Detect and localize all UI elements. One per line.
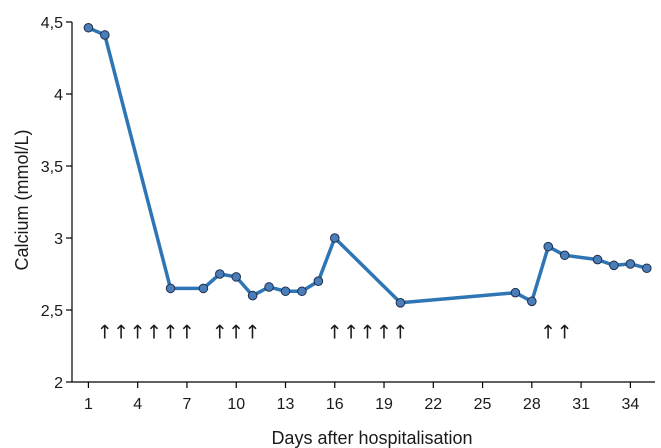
arrow-annotation: ↑ xyxy=(179,322,195,344)
y-tick-label: 4 xyxy=(54,87,63,104)
data-point xyxy=(510,287,521,298)
arrow-annotation: ↑ xyxy=(327,322,343,344)
x-tick-label: 13 xyxy=(277,396,295,413)
arrow-annotation: ↑ xyxy=(360,322,376,344)
data-point xyxy=(641,263,652,274)
arrow-annotation: ↑ xyxy=(146,322,162,344)
x-tick-label: 19 xyxy=(375,396,393,413)
treatment-arrows: ↑ ↑ ↑ ↑ ↑ ↑ ↑ ↑ ↑ ↑ ↑ ↑ ↑ ↑ ↑ ↑ xyxy=(97,322,573,344)
x-tick-label: 28 xyxy=(523,396,541,413)
data-point xyxy=(215,269,225,279)
series-line xyxy=(86,26,649,305)
arrow-annotation: ↑ xyxy=(245,322,261,344)
data-point xyxy=(165,283,176,294)
arrow-annotation: ↑ xyxy=(540,322,556,344)
x-tick-label: 34 xyxy=(621,396,639,413)
data-point xyxy=(329,233,340,243)
data-point xyxy=(83,22,94,33)
y-tick-label: 4,5 xyxy=(41,15,63,32)
x-tick-label: 22 xyxy=(424,396,442,413)
x-tick-label: 1 xyxy=(84,396,93,413)
data-point xyxy=(313,276,324,287)
data-point xyxy=(198,283,209,294)
data-point xyxy=(609,260,619,271)
data-point xyxy=(247,290,258,301)
y-tick-label: 2,5 xyxy=(41,303,63,320)
arrow-annotation: ↑ xyxy=(392,322,408,344)
x-tick-label: 7 xyxy=(183,396,192,413)
data-point xyxy=(395,298,406,308)
arrow-annotation: ↑ xyxy=(376,322,392,344)
x-axis-title: Days after hospitalisation xyxy=(271,428,472,448)
arrow-annotation: ↑ xyxy=(343,322,359,344)
series-layer xyxy=(83,22,652,308)
axes: 2 2,5 3 3,5 4 4,5 1 4 7 10 13 16 19 22 25 28 31 34 xyxy=(41,15,655,413)
x-tick-label: 16 xyxy=(326,396,344,413)
x-tick-label: 4 xyxy=(133,396,142,413)
arrow-annotation: ↑ xyxy=(113,322,129,344)
data-point xyxy=(527,296,537,307)
data-point xyxy=(625,259,636,269)
data-point xyxy=(280,286,291,297)
data-point xyxy=(543,241,554,252)
arrow-annotation: ↑ xyxy=(212,322,228,344)
y-tick-label: 3 xyxy=(54,231,63,248)
y-axis-title: Calcium (mmol/L) xyxy=(12,129,32,270)
x-tick-label: 25 xyxy=(474,396,492,413)
data-point xyxy=(100,30,110,40)
y-tick-label: 2 xyxy=(54,375,63,392)
arrow-annotation: ↑ xyxy=(557,322,573,344)
arrow-annotation: ↑ xyxy=(228,322,244,344)
data-point xyxy=(231,272,242,282)
arrow-annotation: ↑ xyxy=(130,322,146,344)
arrow-annotation: ↑ xyxy=(97,322,113,344)
data-point xyxy=(592,254,603,265)
arrow-annotation: ↑ xyxy=(163,322,179,344)
x-tick-label: 31 xyxy=(572,396,590,413)
x-tick-label: 10 xyxy=(227,396,245,413)
data-point xyxy=(559,250,570,261)
data-point xyxy=(264,282,274,292)
data-point xyxy=(297,286,307,297)
y-tick-label: 3,5 xyxy=(41,159,63,176)
